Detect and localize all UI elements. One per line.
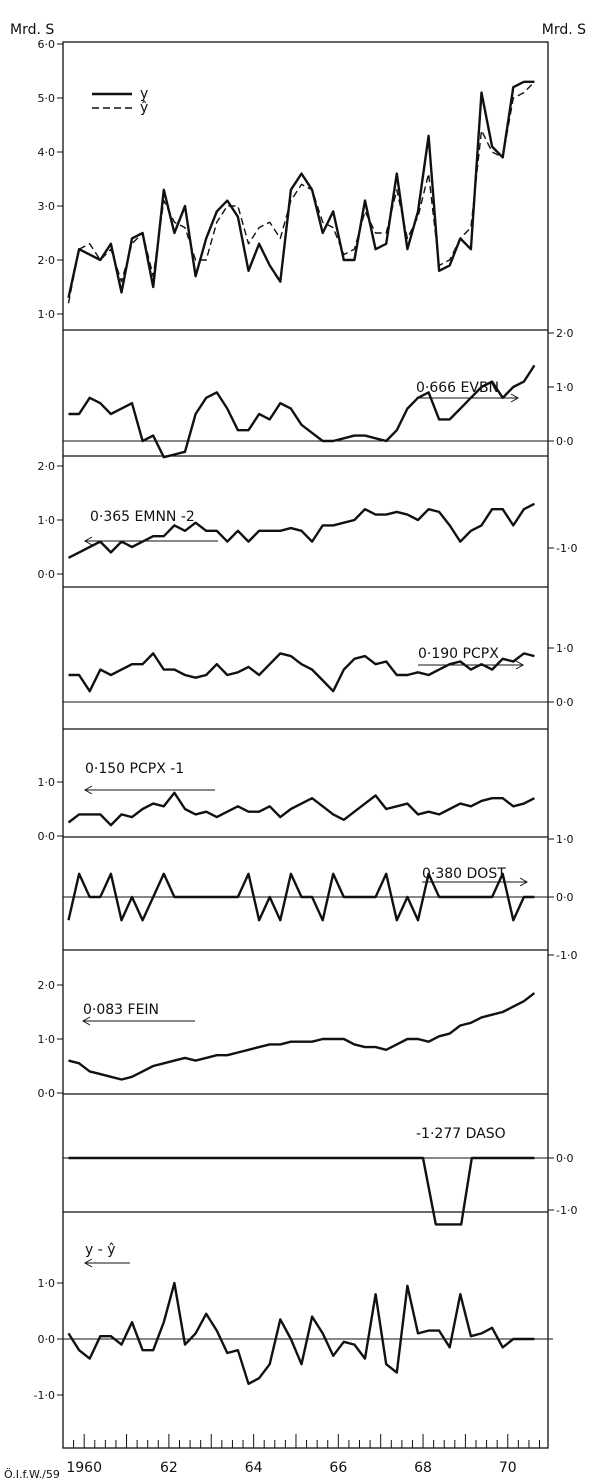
unit-right-label: Mrd. S xyxy=(542,22,586,38)
p3-tick-label-right-3: -1·0 xyxy=(556,542,577,555)
p3-direction-arrow-head xyxy=(83,536,93,546)
p9-tick-label-left-0: 1·0 xyxy=(38,1277,56,1290)
p3-series-label: 0·365 EMNN -2 xyxy=(90,509,195,525)
p7-tick-label-left-1: 1·0 xyxy=(38,1033,56,1046)
p2-series-0-line xyxy=(68,364,536,459)
p9-tick-label-left-2: -1·0 xyxy=(34,1389,55,1402)
p9-series-0-line xyxy=(67,1281,535,1386)
x-tick-label-5: 70 xyxy=(499,1460,517,1476)
p7-series-label: 0·083 FEIN xyxy=(83,1002,159,1018)
p4-tick-label-right-1: 0·0 xyxy=(556,696,574,709)
p5-series-label: 0·150 PCPX -1 xyxy=(85,761,184,777)
legend-label-1: ŷ xyxy=(140,100,148,116)
p1-tick-label-left-5: 1·0 xyxy=(38,308,56,321)
p7-tick-label-left-0: 2·0 xyxy=(38,979,56,992)
p3-series-0-line xyxy=(67,502,535,559)
p8-tick-label-right-1: -1·0 xyxy=(556,1204,577,1217)
p9-direction-arrow-head xyxy=(83,1258,93,1268)
legend-label-0: y xyxy=(140,86,148,102)
p2-tick-label-right-0: 2·0 xyxy=(556,327,574,340)
p4-tick-label-right-0: 1·0 xyxy=(556,642,574,655)
p1-tick-label-left-0: 6·0 xyxy=(38,38,56,51)
p9-series-label: y - ŷ xyxy=(85,1242,116,1258)
p8-series-label: -1·277 DASO xyxy=(416,1126,506,1142)
p5-direction-arrow-head xyxy=(83,785,93,795)
p9-tick-label-left-1: 0·0 xyxy=(38,1333,56,1346)
p4-direction-arrow-head xyxy=(515,660,525,670)
p3-tick-label-left-0: 2·0 xyxy=(38,460,56,473)
x-tick-label-2: 64 xyxy=(245,1460,263,1476)
p2-series-label: 0·666 EVBN xyxy=(416,380,499,396)
x-tick-label-4: 68 xyxy=(414,1460,432,1476)
x-tick-label-3: 66 xyxy=(329,1460,347,1476)
chart-layer: 6·0 5·0 4·0 3·0 2·0 1·0 2·0 1·0 0·0 0·666 EVBN 2·0… xyxy=(34,38,578,1476)
p5-series-0-line xyxy=(67,791,535,827)
p5-tick-label-left-0: 1·0 xyxy=(38,776,56,789)
p4-series-label: 0·190 PCPX xyxy=(418,646,499,662)
p1-series-1-line xyxy=(67,81,535,304)
unit-left-label: Mrd. S xyxy=(10,22,54,38)
p2-tick-label-right-1: 1·0 xyxy=(556,381,574,394)
p7-direction-arrow-head xyxy=(81,1016,91,1026)
p6-series-0-line xyxy=(67,872,535,922)
p1-tick-label-left-4: 2·0 xyxy=(38,254,56,267)
x-tick-label-0: 1960 xyxy=(66,1460,102,1476)
p6-series-label: 0·380 DOST xyxy=(422,866,506,882)
p6-tick-label-right-0: 1·0 xyxy=(556,833,574,846)
corner-note: Ö.I.f.W./59 xyxy=(4,1468,60,1481)
p5-tick-label-left-1: 0·0 xyxy=(38,830,56,843)
p1-tick-label-left-2: 4·0 xyxy=(38,146,56,159)
p3-tick-label-left-2: 0·0 xyxy=(38,568,56,581)
p2-direction-arrow-head xyxy=(510,393,520,403)
p7-series-0-line xyxy=(68,992,536,1081)
p4-series-0-line xyxy=(68,652,535,693)
p3-tick-label-left-1: 1·0 xyxy=(38,514,56,527)
p1-tick-label-left-1: 5·0 xyxy=(38,92,56,105)
p6-direction-arrow-head xyxy=(519,877,529,887)
p6-tick-label-right-1: 0·0 xyxy=(556,891,574,904)
p6-tick-label-right-2: -1·0 xyxy=(556,949,577,962)
p7-tick-label-left-2: 0·0 xyxy=(38,1087,56,1100)
p2-tick-label-right-2: 0·0 xyxy=(556,435,574,448)
p8-series-0-line xyxy=(68,1156,535,1226)
p1-tick-label-left-3: 3·0 xyxy=(38,200,56,213)
p1-series-0-line xyxy=(67,80,535,299)
plot-frame xyxy=(62,41,549,1449)
x-tick-label-1: 62 xyxy=(160,1460,178,1476)
p8-tick-label-right-0: 0·0 xyxy=(556,1152,574,1165)
